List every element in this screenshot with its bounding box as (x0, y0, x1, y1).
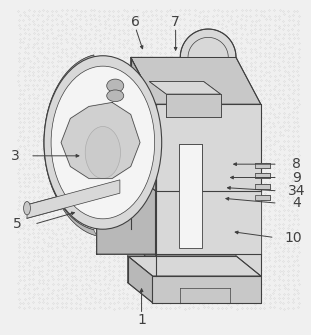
Text: 4: 4 (292, 196, 301, 210)
Polygon shape (97, 172, 156, 254)
Text: 5: 5 (13, 217, 22, 231)
Polygon shape (156, 191, 261, 254)
Polygon shape (128, 256, 261, 276)
Polygon shape (27, 180, 120, 218)
Polygon shape (131, 57, 156, 276)
Text: 34: 34 (288, 184, 305, 198)
Text: 9: 9 (292, 171, 301, 185)
Polygon shape (152, 276, 261, 303)
Polygon shape (156, 104, 261, 276)
Polygon shape (131, 57, 156, 276)
Ellipse shape (44, 56, 162, 229)
Text: 10: 10 (285, 230, 302, 245)
Text: 6: 6 (131, 15, 140, 29)
Text: 7: 7 (171, 15, 180, 29)
Polygon shape (61, 103, 140, 179)
Polygon shape (255, 195, 270, 200)
Polygon shape (149, 81, 220, 94)
Polygon shape (255, 184, 270, 189)
Text: 8: 8 (292, 157, 301, 171)
Ellipse shape (85, 127, 121, 179)
Polygon shape (179, 144, 202, 248)
Ellipse shape (51, 66, 155, 219)
Polygon shape (255, 173, 270, 178)
Polygon shape (166, 94, 220, 118)
Polygon shape (128, 256, 152, 303)
Ellipse shape (107, 79, 124, 92)
Polygon shape (255, 163, 270, 168)
Text: 1: 1 (137, 313, 146, 327)
Polygon shape (180, 29, 236, 57)
Text: 3: 3 (11, 149, 20, 163)
Ellipse shape (24, 202, 30, 215)
Ellipse shape (107, 90, 124, 102)
Polygon shape (131, 57, 261, 104)
Polygon shape (44, 55, 97, 236)
